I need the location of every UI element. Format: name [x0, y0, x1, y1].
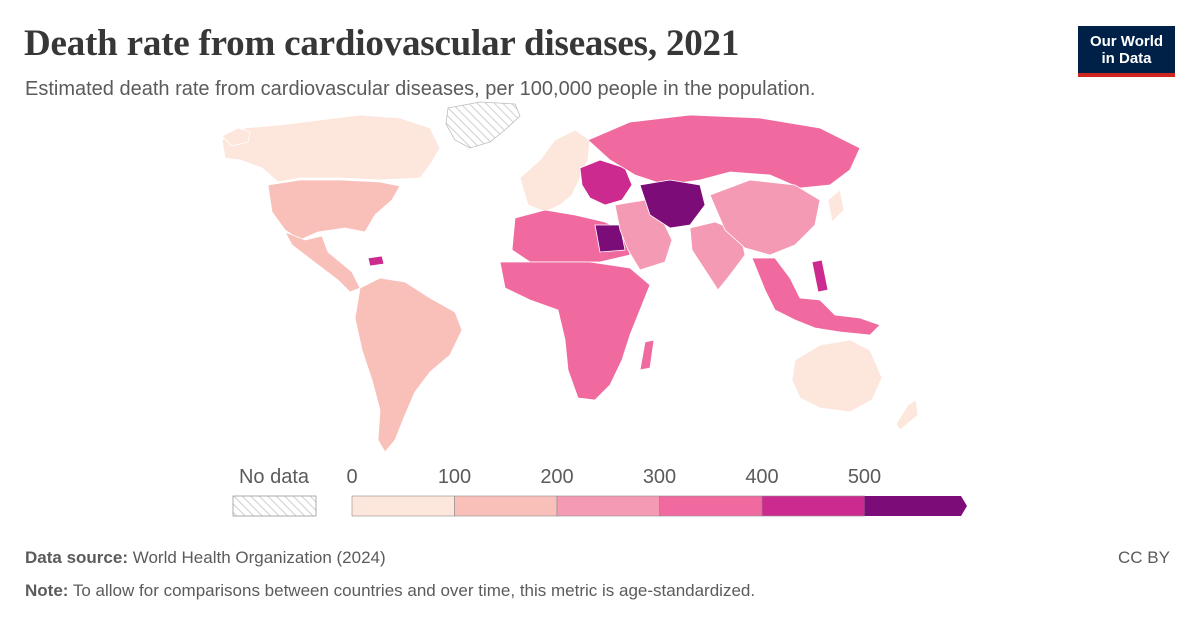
region-madagascar[interactable] — [639, 339, 655, 371]
region-mexico-central-america[interactable] — [284, 231, 361, 293]
region-north-america[interactable] — [221, 114, 441, 183]
legend-no-data-swatch — [232, 495, 317, 517]
data-source: Data source: World Health Organization (… — [25, 548, 386, 568]
region-usa[interactable] — [267, 179, 401, 241]
note-label: Note: — [25, 581, 69, 600]
region-south-america[interactable] — [354, 277, 463, 453]
region-australia[interactable] — [791, 339, 883, 413]
chart-subtitle: Estimated death rate from cardiovascular… — [25, 78, 816, 100]
legend-tick-1: 100 — [437, 466, 472, 488]
region-china[interactable] — [709, 179, 821, 256]
note-text: To allow for comparisons between countri… — [72, 581, 756, 600]
legend-color-scale — [351, 495, 968, 517]
legend-bin-1[interactable] — [454, 495, 558, 517]
region-greenland[interactable] — [445, 101, 521, 149]
region-philippines[interactable] — [811, 259, 829, 293]
region-russia[interactable] — [587, 114, 861, 189]
logo-line-2: in Data — [1101, 49, 1152, 67]
legend-tick-5: 500 — [847, 466, 882, 488]
legend-tick-2: 200 — [540, 466, 574, 488]
legend-bin-2[interactable] — [556, 495, 660, 517]
legend-tick-4: 400 — [745, 466, 779, 488]
legend-tick-0: 0 — [346, 466, 358, 488]
region-caribbean[interactable] — [367, 255, 385, 267]
region-southeast-asia[interactable] — [751, 257, 881, 336]
region-eastern-europe[interactable] — [579, 159, 633, 206]
legend-tick-3: 300 — [642, 466, 677, 488]
legend-no-data-label: No data — [238, 466, 310, 488]
region-alaska[interactable] — [221, 127, 251, 147]
region-sub-saharan-africa[interactable] — [499, 261, 651, 401]
legend-bin-0[interactable] — [351, 495, 455, 517]
legend-bin-4[interactable] — [761, 495, 865, 517]
data-source-text[interactable]: World Health Organization (2024) — [132, 548, 386, 567]
region-new-zealand[interactable] — [895, 399, 919, 431]
chart-title: Death rate from cardiovascular diseases,… — [24, 23, 740, 64]
logo-line-1: Our World — [1089, 32, 1164, 50]
chart-note: Note: To allow for comparisons between c… — [25, 581, 755, 601]
legend-bin-5[interactable] — [864, 496, 968, 516]
region-western-europe[interactable] — [519, 129, 591, 213]
legend-bin-3[interactable] — [659, 495, 763, 517]
owid-logo[interactable]: Our World in Data — [1078, 26, 1175, 77]
region-egypt[interactable] — [594, 224, 626, 253]
license-link[interactable]: CC BY — [1118, 548, 1170, 567]
data-source-label: Data source: — [25, 548, 128, 567]
region-central-asia[interactable] — [639, 179, 706, 229]
region-japan[interactable] — [827, 189, 845, 223]
